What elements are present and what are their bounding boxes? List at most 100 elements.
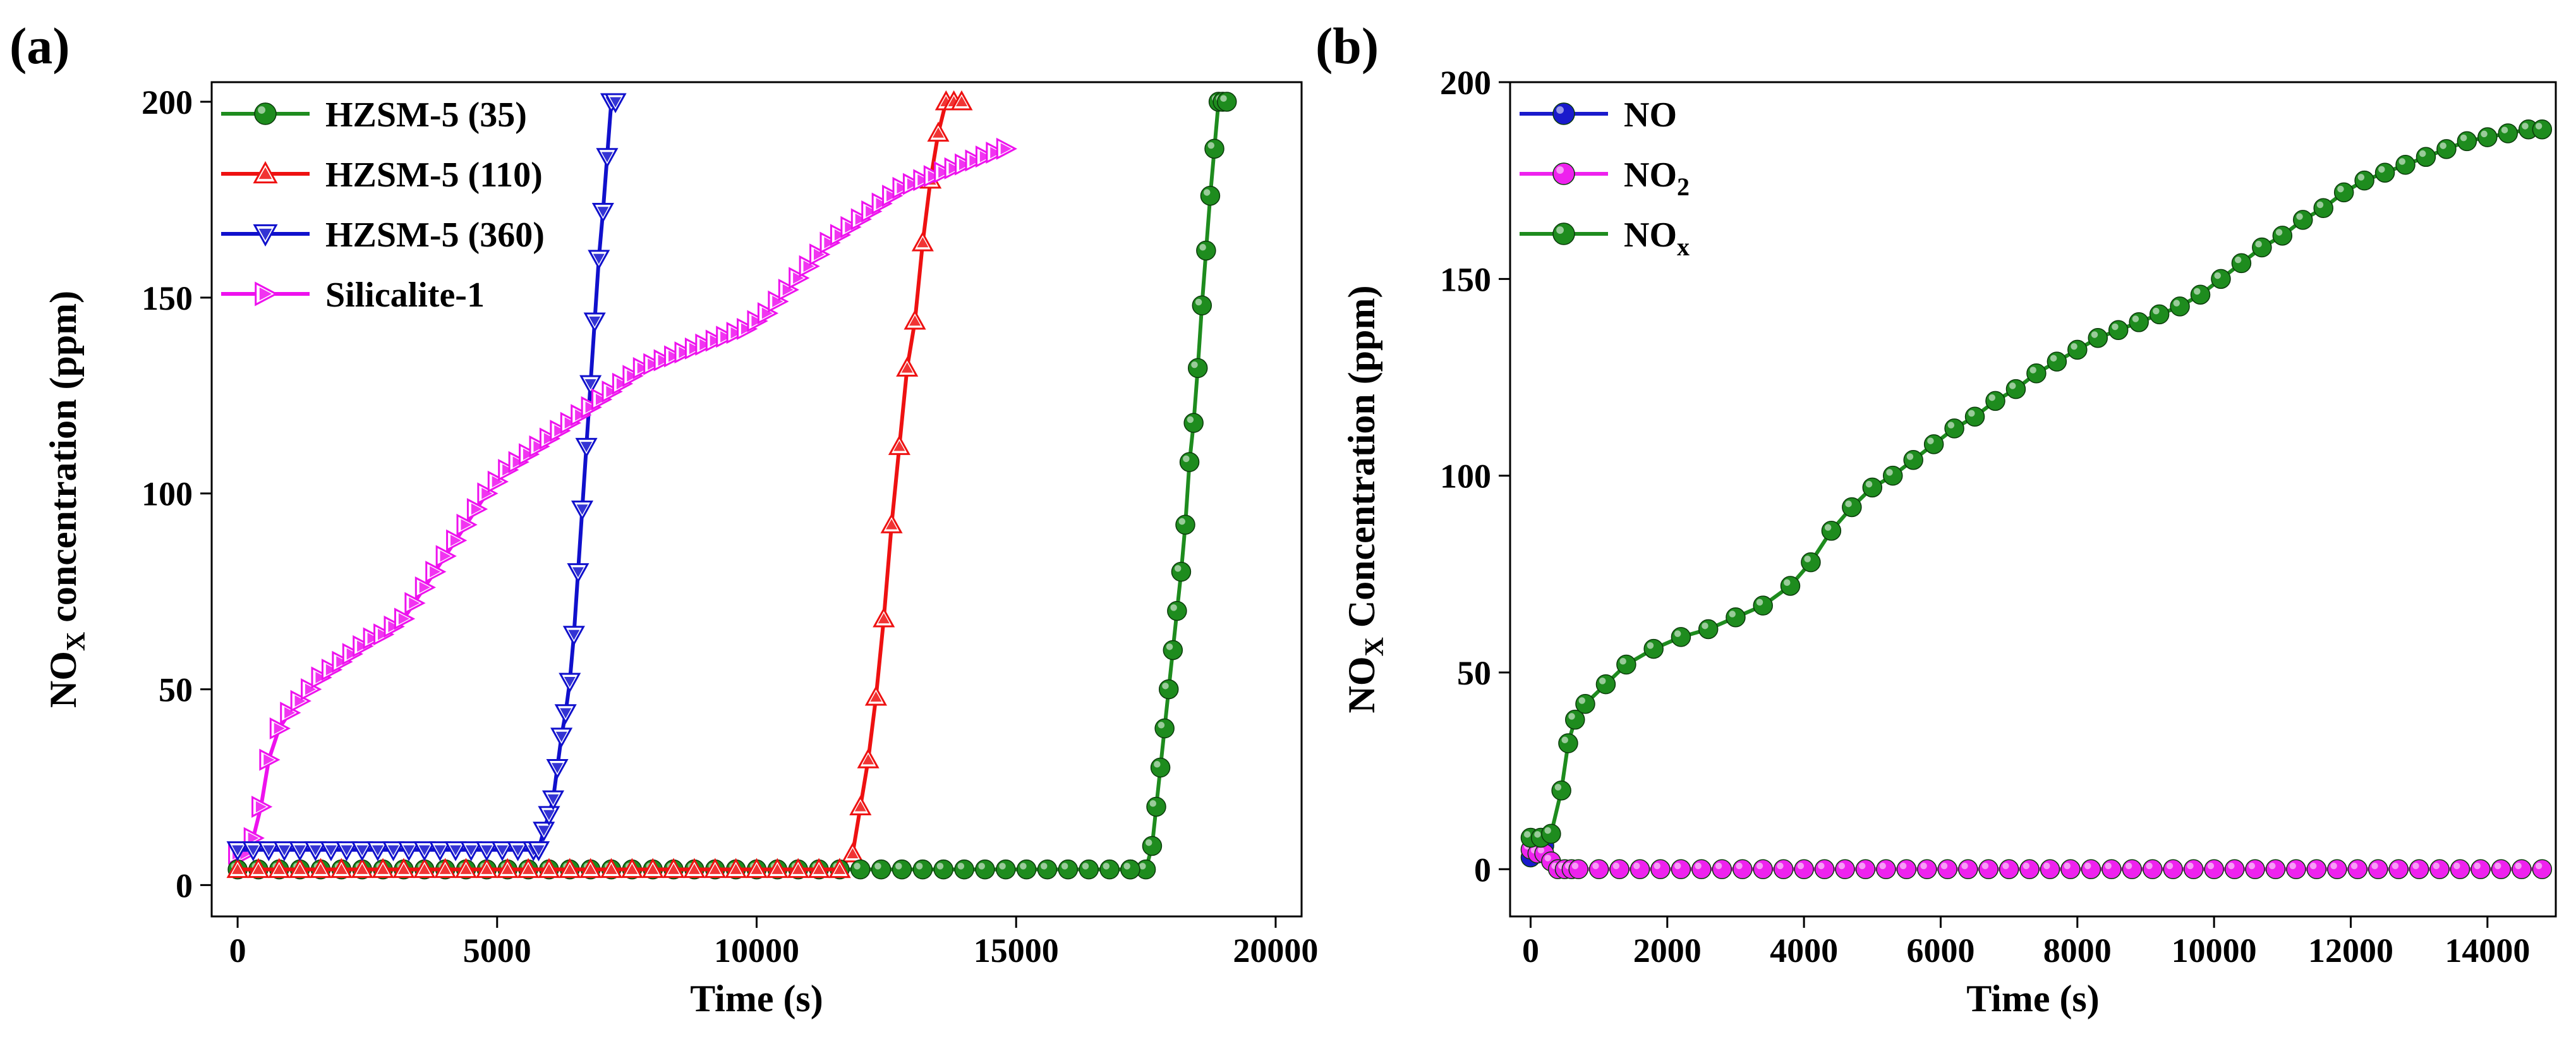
data-point-silicalite-1-fill xyxy=(824,237,835,249)
data-point-hzsm-5-110--fill xyxy=(870,691,882,702)
data-point-nox-highlight xyxy=(1906,453,1914,460)
data-point-no2 xyxy=(2019,859,2040,880)
data-point-no2-highlight xyxy=(2105,862,2112,870)
data-point-silicalite-1-fill xyxy=(388,621,399,633)
data-point-no2 xyxy=(2368,859,2388,880)
legend-marker-hzsm-5-35--highlight xyxy=(258,106,265,114)
data-point-hzsm-5-360--fill xyxy=(576,504,588,515)
data-point-hzsm-5-35-baseline xyxy=(892,859,912,880)
data-point-nox xyxy=(2395,155,2416,175)
legend-marker-hzsm-5-35- xyxy=(254,102,277,125)
data-point-no2 xyxy=(2491,859,2512,880)
data-point-silicalite-1-fill xyxy=(897,182,908,194)
data-point-silicalite-1-fill xyxy=(346,648,358,660)
plot-frame xyxy=(1509,81,2557,918)
data-point-hzsm-5-110-baseline-fill xyxy=(584,863,596,874)
data-point-silicalite-1-fill xyxy=(440,550,451,562)
data-point-no2-highlight xyxy=(2228,862,2235,870)
data-point-silicalite-1-fill xyxy=(907,178,918,190)
data-point-no2-highlight xyxy=(2515,862,2522,870)
data-point-hzsm-5-35-baseline xyxy=(1079,859,1099,880)
data-point-no2-highlight xyxy=(2453,862,2460,870)
x-axis-title: Time (s) xyxy=(1966,978,2100,1019)
data-point-hzsm-5-35- xyxy=(1171,561,1192,582)
panel-b-label: (b) xyxy=(1315,17,1379,75)
data-point-nox-highlight xyxy=(1783,579,1791,586)
data-point-silicalite-1-fill xyxy=(948,162,960,174)
data-point-no2-highlight xyxy=(1715,862,1722,870)
data-point-hzsm-5-35-baseline-highlight xyxy=(999,863,1006,870)
legend-marker-no-highlight xyxy=(1556,106,1564,114)
data-point-nox-highlight xyxy=(1554,784,1562,791)
data-point-hzsm-5-110-baseline-fill xyxy=(626,863,638,874)
data-point-silicalite-1-fill xyxy=(969,154,981,166)
data-point-nox xyxy=(1753,595,1773,616)
data-point-hzsm-5-35- xyxy=(1175,514,1195,535)
data-point-nox xyxy=(1883,465,1903,486)
legend-a: HZSM-5 (35) HZSM-5 (110) HZSM-5 (360) Silic… xyxy=(221,95,545,315)
data-point-nox xyxy=(1541,824,1561,844)
data-point-nox-highlight xyxy=(2214,272,2221,279)
x-tick-label: 5000 xyxy=(463,932,531,970)
data-point-hzsm-5-35--highlight xyxy=(1207,142,1214,149)
data-point-silicalite-1-fill xyxy=(803,260,814,272)
data-point-nox-highlight xyxy=(1927,437,1934,444)
data-point-no2-highlight xyxy=(1695,862,1702,870)
data-point-nox xyxy=(2026,363,2047,384)
data-point-hzsm-5-35-baseline xyxy=(850,859,871,880)
x-tick-label: 4000 xyxy=(1770,932,1838,970)
data-point-hzsm-5-110-baseline-fill xyxy=(273,863,285,874)
data-point-nox xyxy=(1903,449,1923,470)
legend-marker-silicalite-1-fill xyxy=(259,287,272,301)
data-point-no2 xyxy=(2450,859,2470,880)
data-point-silicalite-1-fill xyxy=(575,409,586,421)
data-point-hzsm-5-110--fill xyxy=(901,362,913,373)
data-point-silicalite-1-fill xyxy=(305,683,317,695)
data-point-nox-highlight xyxy=(1947,422,1955,429)
data-point-nox xyxy=(2108,320,2129,341)
chart-a: 0 5000 10000 15000 20000 0 50 100 150 200 Time (s)… xyxy=(42,81,1318,1019)
data-point-nox xyxy=(1944,418,1964,439)
x-tick-label: 10000 xyxy=(714,932,799,970)
data-point-no2-highlight xyxy=(1544,854,1551,861)
data-point-no2 xyxy=(2327,859,2347,880)
data-point-hzsm-5-35--highlight xyxy=(1220,95,1227,102)
data-point-silicalite-1-fill xyxy=(772,296,783,308)
data-point-nox xyxy=(2211,269,2231,289)
data-point-nox-highlight xyxy=(2398,158,2406,165)
data-point-nox-highlight xyxy=(2255,241,2262,248)
data-point-silicalite-1-fill xyxy=(648,358,659,370)
data-point-no2-highlight xyxy=(1592,862,1599,870)
data-point-silicalite-1-fill xyxy=(886,190,898,202)
data-point-silicalite-1-fill xyxy=(979,150,991,162)
legend-marker-nox-highlight xyxy=(1556,226,1564,234)
data-point-silicalite-1-fill xyxy=(761,307,773,319)
data-point-silicalite-1-fill xyxy=(782,284,794,296)
data-point-hzsm-5-360--fill xyxy=(547,794,559,805)
x-tick-label: 8000 xyxy=(2043,932,2112,970)
data-point-no2-highlight xyxy=(1674,862,1681,870)
data-point-silicalite-1-fill xyxy=(720,331,732,343)
data-point-nox xyxy=(1842,497,1862,518)
data-point-nox-highlight xyxy=(1568,713,1575,720)
data-point-silicalite-1-fill xyxy=(741,323,753,335)
data-point-hzsm-5-110--fill xyxy=(847,848,859,859)
data-point-nox xyxy=(2067,339,2088,360)
data-point-no2-highlight xyxy=(2269,862,2276,870)
data-point-silicalite-1-fill xyxy=(658,355,669,366)
data-point-silicalite-1-fill xyxy=(595,393,607,405)
data-point-hzsm-5-360-baseline-fill xyxy=(279,845,290,856)
data-point-silicalite-1-fill xyxy=(294,695,306,707)
data-point-silicalite-1-fill xyxy=(357,640,368,652)
data-point-no2 xyxy=(2512,859,2532,880)
legend-marker-no xyxy=(1552,102,1575,125)
data-point-hzsm-5-35-baseline-highlight xyxy=(1123,863,1130,870)
data-point-hzsm-5-35--highlight xyxy=(1195,298,1202,306)
data-point-nox-highlight xyxy=(2275,229,2283,236)
data-point-silicalite-1-fill xyxy=(512,456,524,468)
data-point-hzsm-5-35-baseline xyxy=(954,859,974,880)
data-point-silicalite-1-fill xyxy=(523,448,535,460)
data-point-silicalite-1-fill xyxy=(419,581,430,593)
data-point-hzsm-5-360--fill xyxy=(564,676,576,688)
x-axis-title: Time (s) xyxy=(690,978,823,1019)
